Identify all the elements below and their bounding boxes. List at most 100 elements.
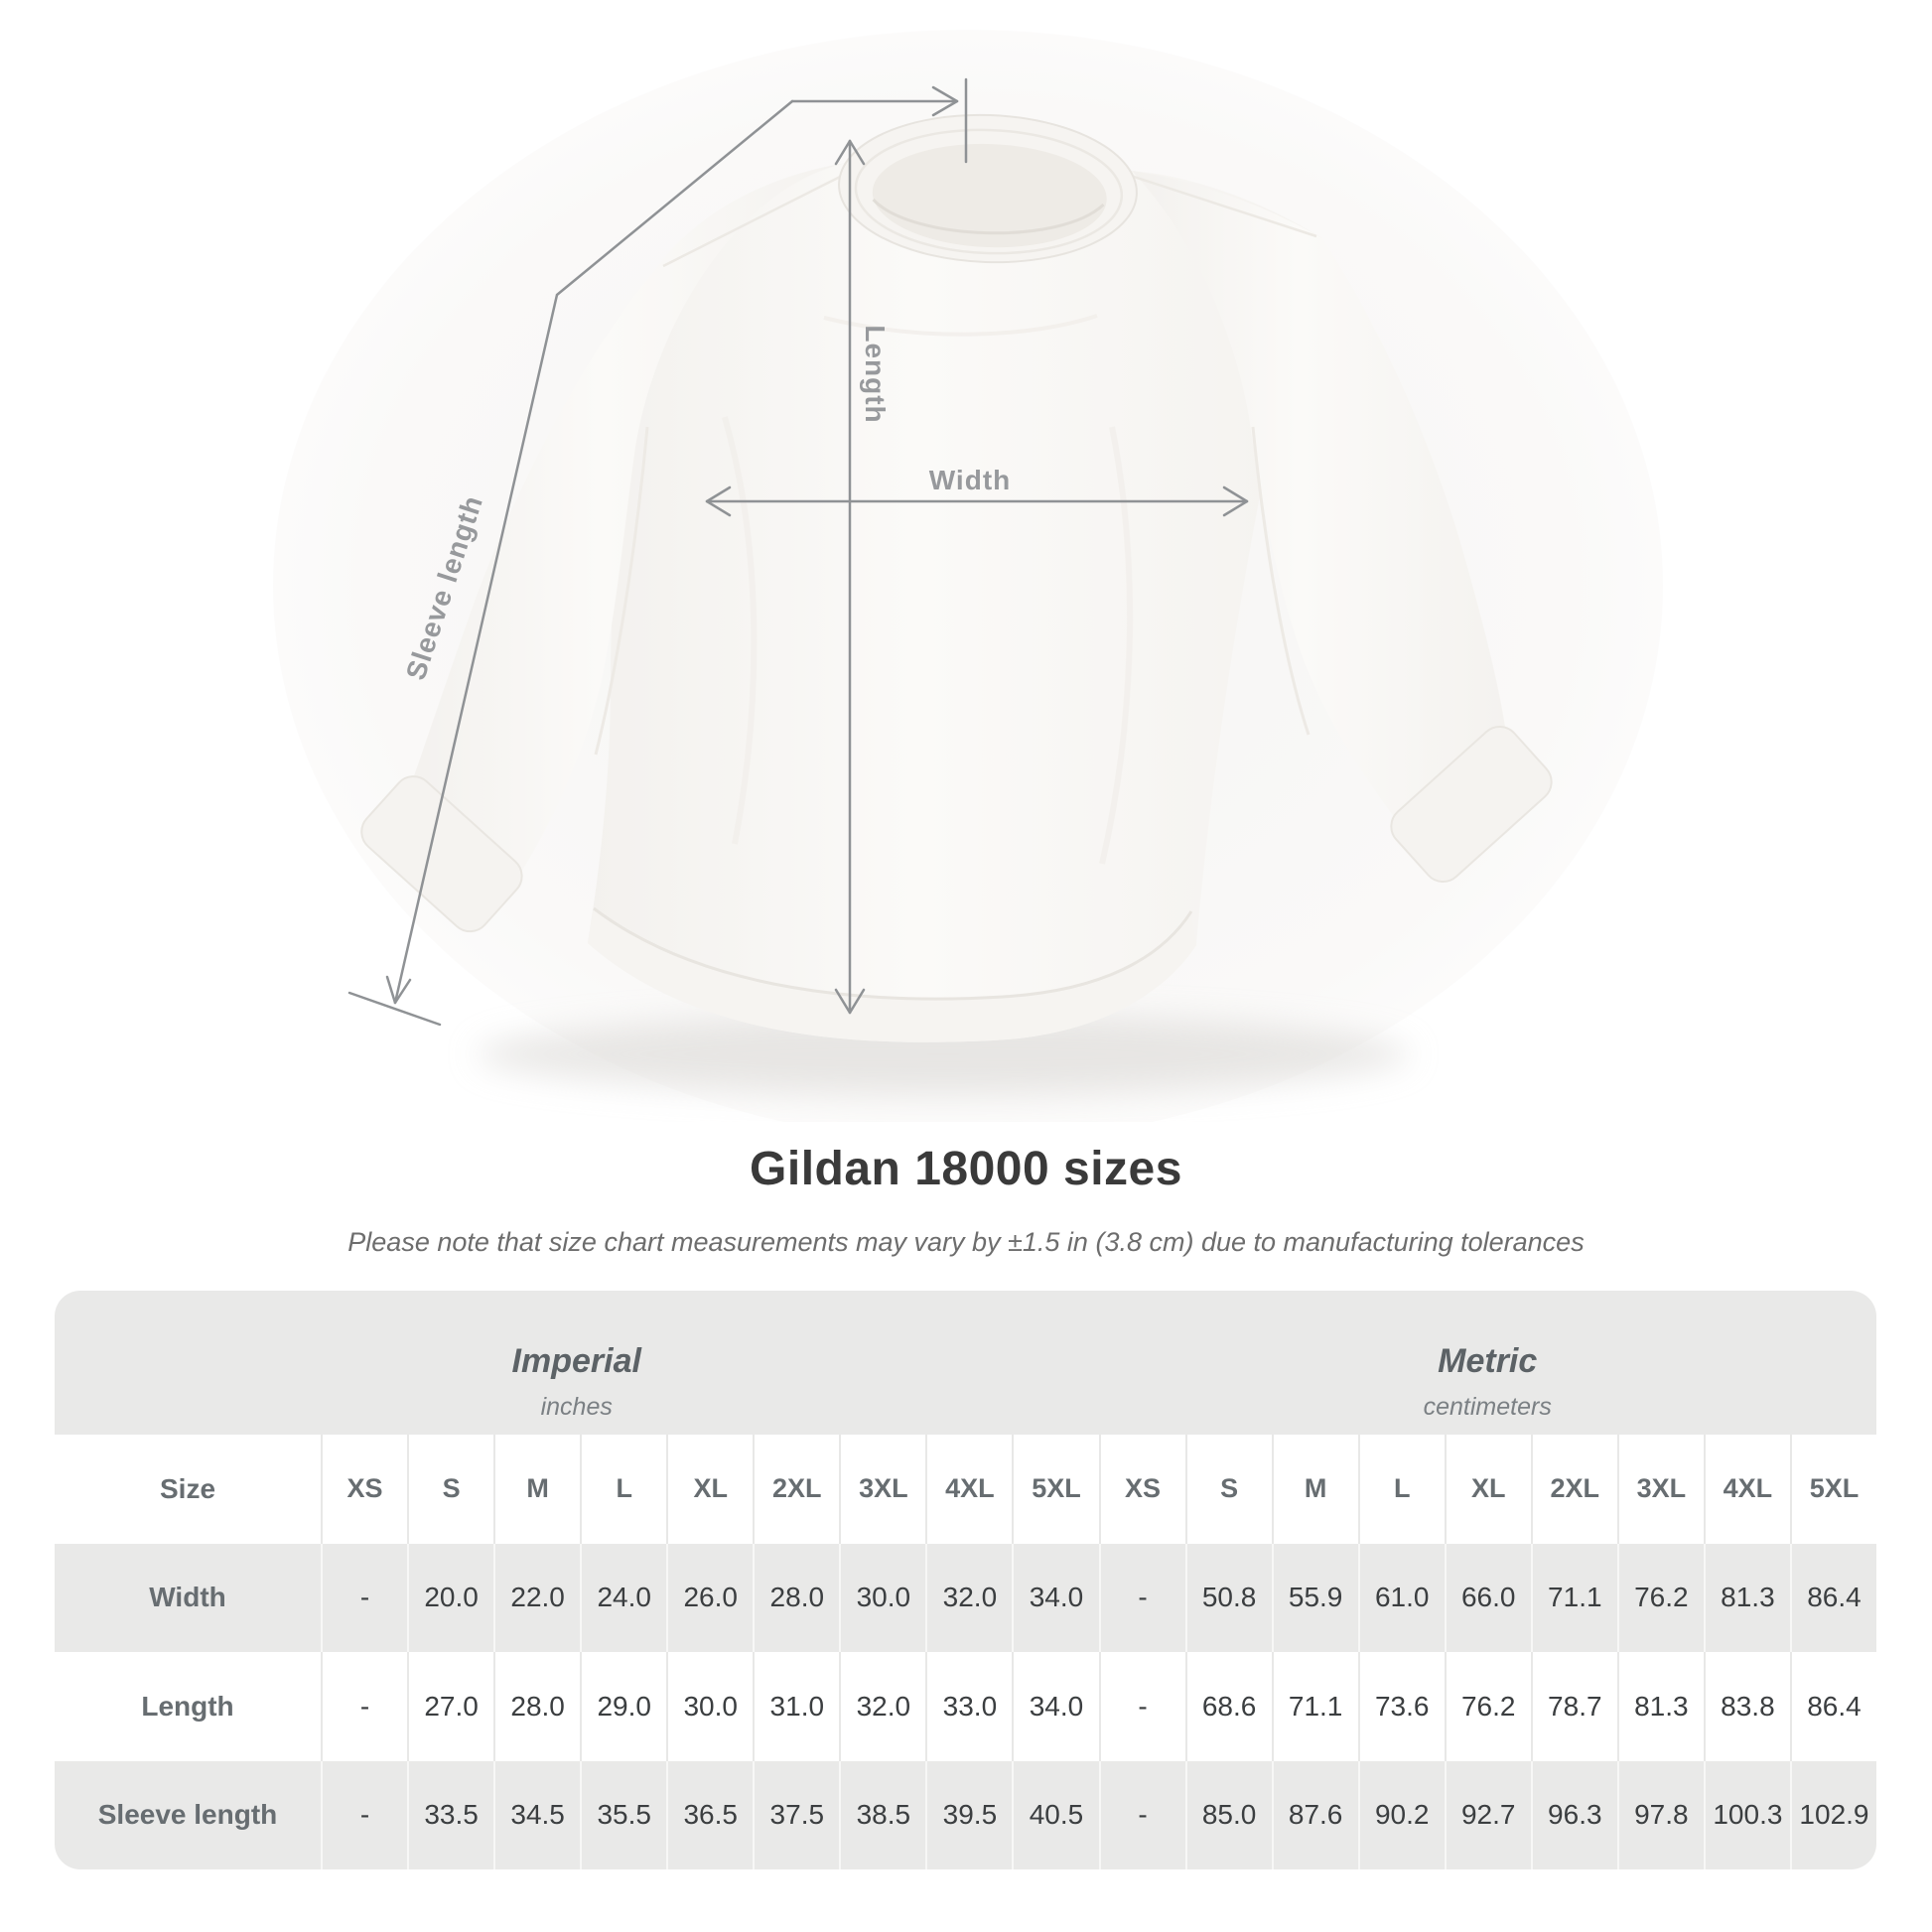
value-cell-text: 37.5 bbox=[769, 1799, 825, 1831]
value-cell-text: - bbox=[359, 1582, 370, 1613]
left-armhole-seam bbox=[594, 426, 649, 756]
size-header-cell-text: XL bbox=[693, 1473, 728, 1504]
value-cell: - bbox=[1098, 1652, 1185, 1761]
value-cell-text: 85.0 bbox=[1201, 1799, 1257, 1831]
size-header-cell: XS bbox=[321, 1435, 407, 1544]
value-cell: 71.1 bbox=[1530, 1543, 1617, 1652]
value-cell-text: 76.2 bbox=[1634, 1582, 1689, 1613]
value-cell: 31.0 bbox=[753, 1652, 839, 1761]
value-cell: 38.5 bbox=[839, 1760, 925, 1869]
value-cell: 20.0 bbox=[407, 1543, 493, 1652]
row-label: Width bbox=[55, 1544, 321, 1653]
size-header-cell-text: 3XL bbox=[1636, 1473, 1687, 1504]
value-cell-text: - bbox=[1138, 1690, 1148, 1722]
value-cell: 33.0 bbox=[925, 1652, 1012, 1761]
size-header-cell-text: 2XL bbox=[1550, 1473, 1600, 1504]
size-header-cell-text: 4XL bbox=[945, 1473, 995, 1504]
value-cell: 76.2 bbox=[1444, 1652, 1531, 1761]
value-cell-text: 20.0 bbox=[424, 1582, 479, 1613]
size-header-cell: 4XL bbox=[925, 1435, 1012, 1544]
value-cell: 90.2 bbox=[1357, 1760, 1445, 1869]
row-label: Sleeve length bbox=[55, 1761, 321, 1870]
size-header-cell-text: 4XL bbox=[1723, 1473, 1773, 1504]
value-cell-text: 102.9 bbox=[1799, 1799, 1869, 1831]
size-header-cell: XL bbox=[666, 1435, 753, 1544]
sleeve-end-tick bbox=[347, 991, 442, 1027]
size-column-label-text: Size bbox=[159, 1472, 216, 1504]
right-shoulder-seam bbox=[1127, 173, 1317, 238]
size-header-cell: S bbox=[1184, 1435, 1272, 1544]
size-header-cell-text: M bbox=[1304, 1473, 1327, 1504]
left-shoulder-seam bbox=[662, 169, 853, 268]
value-cell-text: 97.8 bbox=[1634, 1799, 1689, 1831]
row-label-text: Length bbox=[141, 1690, 234, 1722]
value-cell-text: 81.3 bbox=[1721, 1582, 1775, 1613]
value-cell-text: 86.4 bbox=[1807, 1582, 1862, 1613]
sleeve-measure-line bbox=[393, 99, 794, 1005]
size-header-cell-text: 3XL bbox=[859, 1473, 908, 1504]
size-header-cell-text: L bbox=[616, 1473, 632, 1504]
value-cell: 40.5 bbox=[1012, 1760, 1098, 1869]
size-header-cell: 2XL bbox=[1530, 1435, 1617, 1544]
value-cell: 92.7 bbox=[1444, 1760, 1531, 1869]
value-cell: 68.6 bbox=[1184, 1652, 1272, 1761]
metric-title: Metric bbox=[1438, 1342, 1538, 1380]
size-header-cell: 2XL bbox=[753, 1435, 839, 1544]
value-cell: 73.6 bbox=[1357, 1652, 1445, 1761]
size-header-cell-text: M bbox=[526, 1473, 549, 1504]
size-column-label: Size bbox=[55, 1435, 321, 1544]
size-header-cell: M bbox=[1271, 1435, 1358, 1544]
crease-line bbox=[1099, 426, 1134, 865]
value-cell-text: 40.5 bbox=[1029, 1799, 1084, 1831]
value-cell-text: 24.0 bbox=[597, 1582, 651, 1613]
value-cell-text: 28.0 bbox=[769, 1582, 825, 1613]
size-header-cell-text: 5XL bbox=[1809, 1473, 1860, 1504]
units-header-band: Imperial inches Metric centimeters bbox=[55, 1291, 1876, 1435]
size-header-cell: 3XL bbox=[1616, 1435, 1704, 1544]
value-cell: 29.0 bbox=[580, 1652, 666, 1761]
imperial-unit-label: inches bbox=[540, 1393, 613, 1421]
value-cell: 86.4 bbox=[1789, 1652, 1876, 1761]
value-cell-text: 39.5 bbox=[942, 1799, 998, 1831]
value-cell: - bbox=[321, 1760, 407, 1869]
value-cell-text: - bbox=[1138, 1799, 1148, 1831]
value-cell: 85.0 bbox=[1184, 1760, 1272, 1869]
hem-seam bbox=[593, 906, 1193, 1001]
right-sleeve bbox=[1132, 171, 1507, 864]
value-cell: 22.0 bbox=[493, 1543, 580, 1652]
value-cell: 37.5 bbox=[753, 1760, 839, 1869]
value-cell: 27.0 bbox=[407, 1652, 493, 1761]
hem-band bbox=[588, 908, 1196, 1042]
measurement-lines bbox=[347, 77, 1249, 1027]
value-cell: 24.0 bbox=[580, 1543, 666, 1652]
value-cell-text: 34.0 bbox=[1029, 1690, 1084, 1722]
value-cell-text: 30.0 bbox=[856, 1582, 911, 1613]
value-cell-text: 61.0 bbox=[1374, 1582, 1430, 1613]
tolerance-note: Please note that size chart measurements… bbox=[347, 1227, 1585, 1257]
value-cell-text: 34.0 bbox=[1029, 1582, 1084, 1613]
value-cell: 32.0 bbox=[839, 1652, 925, 1761]
size-header-row: Size XS S M L XL 2XL 3XL 4XL 5XL XS S M L XL 2XL 3XL 4XL 5… bbox=[55, 1435, 1876, 1544]
value-cell-text: 66.0 bbox=[1460, 1582, 1516, 1613]
value-cell-text: 35.5 bbox=[597, 1799, 651, 1831]
value-cell: - bbox=[321, 1543, 407, 1652]
right-arrowhead bbox=[931, 85, 959, 117]
size-header-cell-text: XL bbox=[1470, 1473, 1506, 1504]
size-header-cell-text: 2XL bbox=[772, 1473, 822, 1504]
value-cell-text: 26.0 bbox=[683, 1582, 738, 1613]
value-cell-text: 55.9 bbox=[1288, 1582, 1343, 1613]
value-cell-text: 32.0 bbox=[942, 1582, 998, 1613]
value-cell: 76.2 bbox=[1616, 1543, 1704, 1652]
size-header-cell-text: S bbox=[442, 1473, 461, 1504]
width-arrow-left bbox=[705, 485, 732, 517]
value-cell-text: 90.2 bbox=[1374, 1799, 1430, 1831]
value-cell-text: - bbox=[1138, 1582, 1148, 1613]
size-header-cell: 5XL bbox=[1789, 1435, 1876, 1544]
value-cell: 102.9 bbox=[1789, 1760, 1876, 1869]
size-header-cell: 4XL bbox=[1703, 1435, 1790, 1544]
value-cell: - bbox=[1098, 1760, 1185, 1869]
value-cell: 28.0 bbox=[493, 1652, 580, 1761]
value-cell: 36.5 bbox=[666, 1760, 753, 1869]
value-cell-text: 83.8 bbox=[1721, 1690, 1775, 1722]
left-sleeve bbox=[402, 163, 846, 908]
